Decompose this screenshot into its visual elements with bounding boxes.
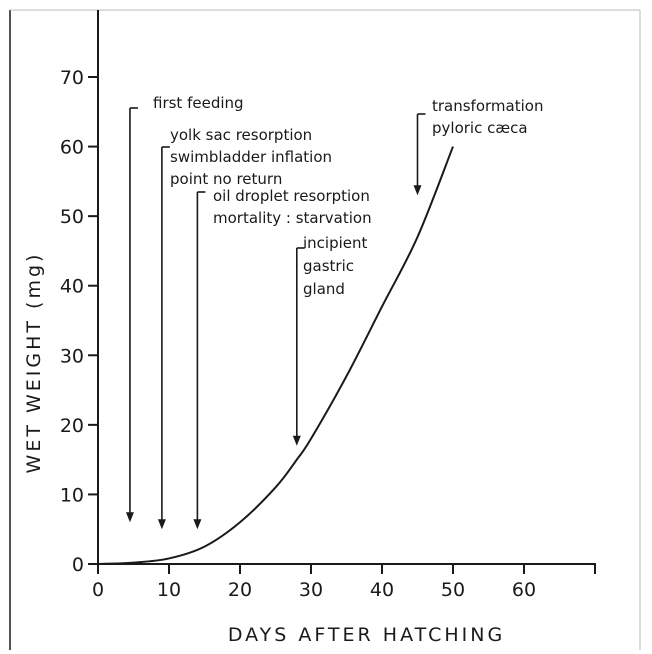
annotation-text: first feeding bbox=[153, 94, 244, 112]
annotation-arrowhead bbox=[125, 512, 134, 523]
y-tick-label-70: 70 bbox=[60, 67, 84, 89]
annotation-text: gland bbox=[303, 280, 345, 298]
annotation-text: swimbladder inflation bbox=[170, 148, 332, 166]
y-axis-title: WET WEIGHT (mg) bbox=[23, 252, 45, 474]
y-tick-label-10: 10 bbox=[60, 484, 84, 506]
x-tick-label-20: 20 bbox=[228, 579, 252, 601]
annotation-text: gastric bbox=[303, 257, 354, 275]
axes: 0 10 20 30 40 50 60 70 0 10 20 30 40 50 60 bbox=[60, 10, 596, 601]
x-tick-label-0: 0 bbox=[92, 579, 104, 601]
x-tick-label-10: 10 bbox=[157, 579, 181, 601]
y-tick-label-50: 50 bbox=[60, 206, 84, 228]
annotation-2: yolk sac resorption swimbladder inflation… bbox=[157, 126, 332, 530]
y-tick-label-30: 30 bbox=[60, 345, 84, 367]
annotation-1: first feeding bbox=[125, 94, 244, 523]
y-tick-label-40: 40 bbox=[60, 276, 84, 298]
x-tick-label-60: 60 bbox=[512, 579, 536, 601]
annotation-arrowhead bbox=[193, 519, 202, 530]
annotation-arrowhead bbox=[413, 185, 422, 196]
x-tick-label-30: 30 bbox=[299, 579, 323, 601]
annotation-text: yolk sac resorption bbox=[170, 126, 312, 144]
x-tick-label-40: 40 bbox=[370, 579, 394, 601]
annotation-arrowhead bbox=[292, 435, 301, 446]
annotation-3: oil droplet resorption mortality : starva… bbox=[193, 187, 372, 530]
annotation-text: incipient bbox=[303, 234, 368, 252]
annotation-arrowhead bbox=[157, 519, 166, 530]
annotation-text: transformation bbox=[432, 97, 543, 115]
growth-curve bbox=[97, 146, 454, 565]
annotation-5: transformation pyloric cæca bbox=[413, 97, 543, 196]
y-tick-label-60: 60 bbox=[60, 137, 84, 159]
x-tick-label-50: 50 bbox=[441, 579, 465, 601]
x-axis-title: DAYS AFTER HATCHING bbox=[228, 624, 505, 646]
annotation-text: oil droplet resorption bbox=[213, 187, 370, 205]
annotation-4: incipient gastric gland bbox=[292, 234, 368, 446]
annotation-text: pyloric cæca bbox=[432, 119, 528, 137]
annotation-text: point no return bbox=[170, 170, 282, 188]
annotation-text: mortality : starvation bbox=[213, 209, 372, 227]
chart-frame bbox=[9, 9, 641, 650]
y-tick-label-20: 20 bbox=[60, 415, 84, 437]
annotations: first feeding yolk sac resorption swimblad… bbox=[125, 94, 543, 530]
y-tick-label-0: 0 bbox=[72, 554, 84, 576]
